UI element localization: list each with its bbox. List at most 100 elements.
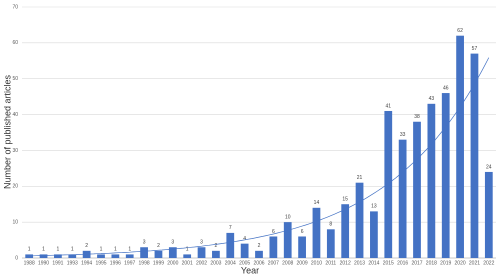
bar: [341, 204, 350, 258]
bar: [140, 247, 148, 258]
value-label: 1: [71, 247, 74, 253]
value-label: 3: [200, 240, 203, 246]
x-axis-title: Year: [241, 265, 259, 275]
x-tick-label: 2009: [297, 260, 308, 266]
x-tick-label: 1988: [24, 260, 35, 266]
bar: [398, 139, 407, 258]
value-label: 1: [28, 247, 31, 253]
value-label: 8: [329, 222, 332, 228]
value-label: 2: [215, 243, 218, 249]
value-label: 33: [400, 132, 406, 138]
bar: [484, 171, 493, 258]
value-label: 3: [171, 240, 174, 246]
bar: [97, 254, 105, 258]
value-label: 62: [457, 28, 463, 34]
x-tick-label: 2020: [455, 260, 466, 266]
bar: [154, 250, 163, 258]
bar: [39, 254, 48, 258]
x-tick-label: 2019: [440, 260, 451, 266]
value-label: 38: [414, 114, 420, 120]
value-label: 1: [42, 247, 45, 253]
x-tick-label: 2003: [210, 260, 221, 266]
value-label: 1: [100, 247, 103, 253]
x-tick-label: 2006: [253, 260, 264, 266]
x-tick-label: 1990: [38, 260, 49, 266]
bar: [413, 121, 421, 258]
x-tick-label: 1998: [139, 260, 150, 266]
x-tick-label: 1993: [67, 260, 78, 266]
x-tick-label: 2010: [311, 260, 322, 266]
x-tick-label: 2021: [469, 260, 480, 266]
x-tick-label: 2002: [196, 260, 207, 266]
bar: [54, 254, 62, 258]
value-label: 1: [114, 247, 117, 253]
x-tick-label: 2001: [182, 260, 193, 266]
bar: [197, 247, 206, 258]
y-tick-label: 0: [15, 255, 18, 261]
x-tick-label: 2015: [383, 260, 394, 266]
x-tick-label: 1991: [52, 260, 63, 266]
y-tick-label: 20: [12, 184, 18, 190]
y-axis-title: Number of published articles: [2, 74, 12, 189]
bar: [226, 232, 235, 258]
x-tick-label: 2016: [397, 260, 408, 266]
bar: [240, 243, 249, 258]
y-tick-label: 10: [12, 219, 18, 225]
x-tick-label: 1994: [81, 260, 92, 266]
value-label: 3: [143, 240, 146, 246]
x-tick-label: 2014: [368, 260, 379, 266]
bar: [269, 236, 278, 258]
bar: [212, 250, 220, 258]
value-label: 15: [342, 197, 348, 203]
x-tick-label: 2012: [340, 260, 351, 266]
x-tick-label: 2007: [268, 260, 279, 266]
value-label: 2: [258, 243, 261, 249]
trendline: [29, 57, 490, 257]
bar: [183, 254, 192, 258]
x-tick-label: 2018: [426, 260, 437, 266]
value-label: 13: [371, 204, 377, 210]
value-label: 2: [85, 243, 88, 249]
value-label: 4: [243, 236, 246, 242]
value-label: 1: [57, 247, 60, 253]
value-label: 7: [229, 225, 232, 231]
bar: [326, 229, 335, 258]
x-tick-label: 1999: [153, 260, 164, 266]
value-label: 21: [357, 175, 363, 181]
value-label: 1: [186, 247, 189, 253]
bar: [168, 247, 177, 258]
value-label: 2: [157, 243, 160, 249]
x-tick-label: 2013: [354, 260, 365, 266]
bar: [441, 93, 450, 258]
value-label: 46: [443, 85, 449, 91]
y-tick-label: 70: [12, 4, 18, 10]
x-tick-label: 2005: [239, 260, 250, 266]
bar: [255, 250, 263, 258]
x-tick-label: 1995: [95, 260, 106, 266]
bar: [68, 254, 77, 258]
value-label: 1: [128, 247, 131, 253]
bar: [456, 35, 464, 258]
x-tick-label: 1997: [124, 260, 135, 266]
bar: [125, 254, 134, 258]
value-label: 6: [301, 229, 304, 235]
bar: [370, 211, 378, 258]
bar: [355, 182, 364, 258]
y-tick-label: 60: [12, 40, 18, 46]
x-tick-label: 2008: [282, 260, 293, 266]
x-tick-label: 2017: [411, 260, 422, 266]
y-tick-label: 50: [12, 76, 18, 82]
value-label: 10: [285, 214, 291, 220]
value-label: 57: [472, 46, 478, 52]
x-tick-label: 2011: [325, 260, 336, 266]
value-label: 14: [314, 200, 320, 206]
bar: [384, 110, 393, 258]
x-tick-label: 1996: [110, 260, 121, 266]
bar: [312, 207, 321, 258]
bar: [298, 236, 306, 258]
x-tick-label: 2004: [225, 260, 236, 266]
value-label: 41: [385, 103, 391, 109]
bar: [427, 103, 436, 258]
x-tick-label: 2022: [483, 260, 494, 266]
